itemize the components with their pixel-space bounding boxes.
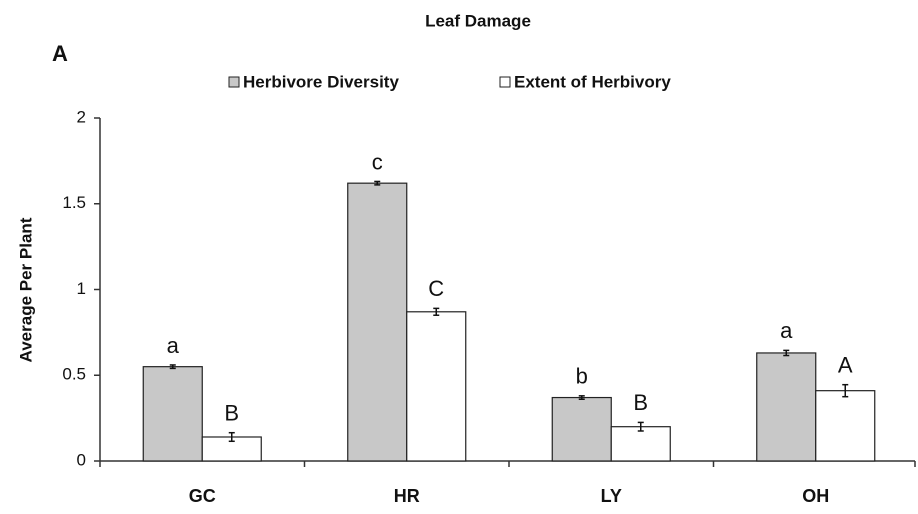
bar: [347, 182, 408, 462]
error-bar: [374, 180, 381, 186]
y-tick-label: 0: [77, 450, 86, 469]
y-axis-label: Average Per Plant: [16, 217, 35, 362]
error-bar: [433, 307, 440, 316]
legend-label: Extent of Herbivory: [514, 72, 671, 91]
y-tick-label: 2: [77, 107, 86, 126]
significance-letter: a: [167, 333, 180, 358]
bar: [406, 311, 467, 462]
error-bar: [228, 431, 235, 443]
significance-letter: B: [633, 390, 648, 415]
error-bar: [842, 383, 849, 398]
y-tick-label: 1.5: [62, 193, 86, 212]
error-bar: [637, 421, 644, 432]
significance-letter: A: [838, 352, 853, 377]
x-tick-label: OH: [802, 486, 829, 506]
significance-letter: a: [780, 318, 793, 343]
x-tick-label: LY: [601, 486, 622, 506]
chart-title: Leaf Damage: [425, 11, 531, 30]
legend-label: Herbivore Diversity: [243, 72, 399, 91]
significance-letter: b: [576, 364, 588, 389]
legend-swatch: [228, 76, 240, 88]
x-tick-label: GC: [189, 486, 216, 506]
error-bar: [169, 364, 176, 370]
bar: [142, 366, 203, 462]
significance-letter: c: [372, 149, 383, 174]
error-bar: [783, 349, 790, 357]
significance-letter: B: [224, 401, 239, 426]
error-bar: [578, 395, 585, 401]
bar: [551, 396, 612, 462]
bar: [815, 390, 876, 462]
x-tick-label: HR: [394, 486, 420, 506]
y-tick-label: 0.5: [62, 365, 86, 384]
bar: [756, 352, 817, 462]
bar: [610, 426, 671, 462]
legend-swatch: [499, 76, 511, 88]
significance-letter: C: [428, 276, 444, 301]
y-tick-label: 1: [77, 279, 86, 298]
panel-label: A: [52, 41, 68, 66]
